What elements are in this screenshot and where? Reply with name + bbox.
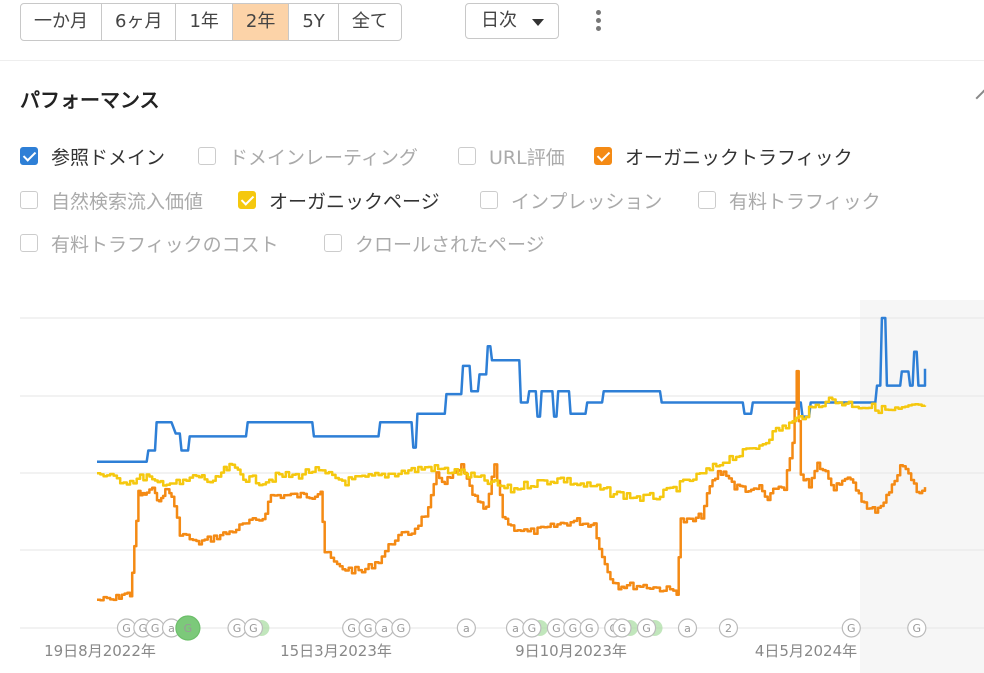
frequency-dropdown[interactable]: 日次 xyxy=(465,3,559,39)
series-line-1 xyxy=(97,369,927,602)
checkbox-icon[interactable] xyxy=(238,191,256,209)
range-1y-button[interactable]: 1年 xyxy=(176,4,233,40)
annotation-marker[interactable]: G xyxy=(391,618,411,638)
annotation-marker[interactable]: G xyxy=(546,618,567,638)
range-1m-button[interactable]: 一か月 xyxy=(21,4,102,40)
annotation-label: G xyxy=(397,622,406,635)
annotation-label: G xyxy=(139,622,148,635)
metric-toggle-4[interactable]: 自然検索流入価値 xyxy=(20,186,203,214)
annotation-label: G xyxy=(569,622,578,635)
annotation-label: G xyxy=(913,622,922,635)
annotation-marker[interactable]: G xyxy=(579,618,599,638)
metric-label: インプレッション xyxy=(511,190,663,213)
annotation-label: G xyxy=(618,622,627,635)
metric-toggle-6[interactable]: インプレッション xyxy=(480,186,662,214)
metric-toggle-7[interactable]: 有料トラフィック xyxy=(698,186,881,214)
performance-chart: GGGaGGGGGaGaaGGGGGGGa2GG19日8月2022年15日3月2… xyxy=(20,300,984,673)
annotation-label: G xyxy=(364,622,373,635)
annotation-marker[interactable]: a xyxy=(677,618,698,638)
metric-label: 参照ドメイン xyxy=(51,146,166,169)
range-6m-button[interactable]: 6ヶ月 xyxy=(102,4,177,40)
metric-toggle-9[interactable]: クロールされたページ xyxy=(324,229,545,257)
x-tick-label: 4日5月2024年 xyxy=(755,642,857,660)
annotation-marker[interactable]: a xyxy=(456,618,476,638)
series-line-0 xyxy=(97,316,927,463)
metric-label: URL評価 xyxy=(489,146,565,169)
annotation-label: a xyxy=(512,622,519,635)
metric-label: ドメインレーティング xyxy=(229,146,418,169)
range-segmented-control: 一か月 6ヶ月 1年 2年 5Y 全て xyxy=(20,3,402,41)
annotation-marker[interactable]: G xyxy=(243,618,270,638)
annotation-label: G xyxy=(184,622,193,635)
section-title: パフォーマンス xyxy=(20,88,160,112)
annotation-marker[interactable]: G xyxy=(116,618,137,638)
annotation-label: G xyxy=(642,622,651,635)
annotation-marker[interactable]: G xyxy=(907,618,927,638)
chart-hover-region xyxy=(860,300,984,673)
x-tick-label: 19日8月2022年 xyxy=(44,642,156,660)
more-options-icon[interactable] xyxy=(594,10,602,34)
metric-toggle-3[interactable]: オーガニックトラフィック xyxy=(594,142,853,170)
annotation-label: a xyxy=(684,622,691,635)
chevron-down-icon xyxy=(532,19,544,26)
annotation-marker[interactable]: G xyxy=(358,618,378,638)
metric-label: 有料トラフィックのコスト xyxy=(51,233,279,256)
annotation-marker[interactable]: G xyxy=(227,618,247,638)
checkbox-icon[interactable] xyxy=(480,191,498,209)
checkbox-icon[interactable] xyxy=(324,234,342,252)
metric-label: オーガニックトラフィック xyxy=(625,146,853,169)
annotation-marker[interactable]: G xyxy=(175,615,201,641)
checkbox-icon[interactable] xyxy=(698,191,716,209)
annotation-marker[interactable]: G xyxy=(145,618,165,638)
range-2y-button[interactable]: 2年 xyxy=(232,4,290,40)
annotation-label: a xyxy=(168,622,175,635)
range-all-button[interactable]: 全て xyxy=(351,11,388,32)
annotation-marker[interactable]: G xyxy=(841,618,861,638)
series-line-2 xyxy=(97,396,927,502)
metric-toggle-8[interactable]: 有料トラフィックのコスト xyxy=(20,229,279,257)
metric-toggle-0[interactable]: 参照ドメイン xyxy=(20,142,165,170)
metric-label: 有料トラフィック xyxy=(729,190,881,213)
frequency-label: 日次 xyxy=(481,10,517,31)
annotation-label: G xyxy=(528,622,537,635)
annotation-label: 2 xyxy=(725,622,732,635)
annotation-marker[interactable]: G xyxy=(342,618,362,638)
annotation-marker[interactable]: G xyxy=(636,618,663,638)
toolbar: 一か月 6ヶ月 1年 2年 5Y 全て 日次 xyxy=(0,0,984,61)
annotation-label: G xyxy=(347,622,356,635)
metric-toggle-2[interactable]: URL評価 xyxy=(458,142,565,170)
checkbox-icon[interactable] xyxy=(20,147,38,165)
x-tick-label: 9日10月2023年 xyxy=(515,642,627,660)
annotation-marker[interactable]: 2 xyxy=(718,618,739,638)
metric-label: オーガニックページ xyxy=(269,190,440,213)
metric-toggle-5[interactable]: オーガニックページ xyxy=(238,186,440,214)
metric-label: クロールされたページ xyxy=(355,233,545,256)
range-5y-button[interactable]: 5Y xyxy=(289,4,339,40)
annotation-marker[interactable]: G xyxy=(563,618,583,638)
annotation-marker[interactable]: a xyxy=(374,618,395,638)
annotation-label: a xyxy=(463,622,470,635)
checkbox-icon[interactable] xyxy=(458,147,476,165)
annotation-label: a xyxy=(381,622,388,635)
annotation-marker[interactable]: G xyxy=(522,618,548,638)
annotation-label: G xyxy=(847,622,856,635)
annotation-label: G xyxy=(122,622,131,635)
checkbox-icon[interactable] xyxy=(20,234,38,252)
checkbox-icon[interactable] xyxy=(594,147,612,165)
x-tick-label: 15日3月2023年 xyxy=(280,642,392,660)
annotation-marker[interactable]: G xyxy=(612,618,638,638)
annotation-label: G xyxy=(552,622,561,635)
annotation-label: G xyxy=(585,622,594,635)
checkbox-icon[interactable] xyxy=(20,191,38,209)
annotation-marker[interactable]: a xyxy=(505,618,526,638)
annotation-label: G xyxy=(151,622,160,635)
annotation-label: G xyxy=(249,622,258,635)
annotation-label: G xyxy=(233,622,242,635)
metric-toggle-1[interactable]: ドメインレーティング xyxy=(198,142,418,170)
chevron-up-icon[interactable] xyxy=(975,89,984,107)
metric-label: 自然検索流入価値 xyxy=(51,190,204,213)
checkbox-icon[interactable] xyxy=(198,147,216,165)
